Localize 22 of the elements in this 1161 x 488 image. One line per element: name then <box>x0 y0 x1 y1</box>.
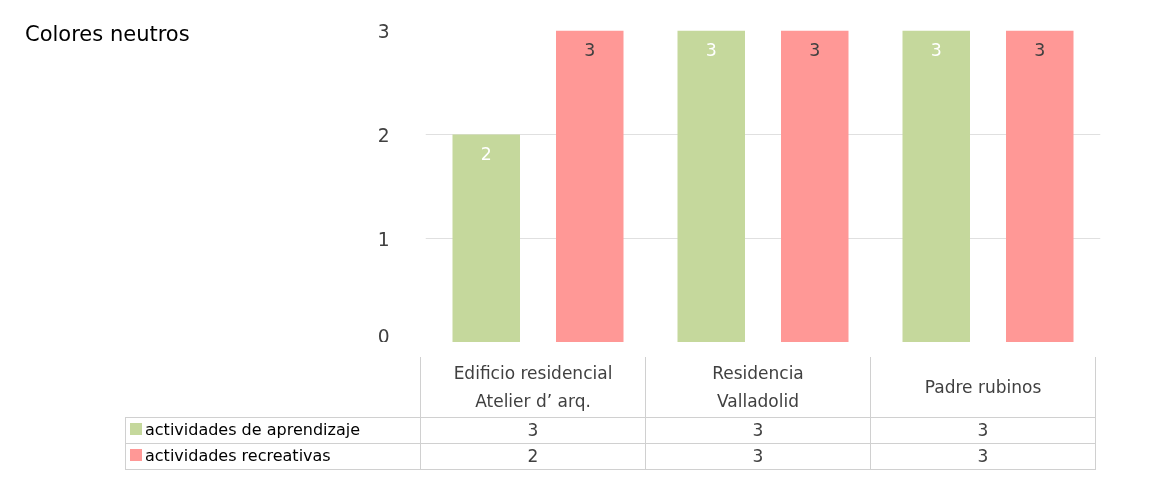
data-label: 3 <box>870 417 1096 443</box>
annotation: 3 <box>584 39 596 60</box>
y-tick-label: 1 <box>377 228 390 250</box>
annotation: 3 <box>809 39 821 60</box>
legend-label: actividades de aprendizaje <box>125 417 421 443</box>
data-label: 3 <box>870 443 1096 469</box>
data-label: 3 <box>645 417 871 443</box>
text: Colores neutros <box>25 21 190 48</box>
data-label: 3 <box>420 417 646 443</box>
legend-label: actividades recreativas <box>125 443 421 469</box>
data-label: 3 <box>645 443 871 469</box>
x-tick-label: Edificio residencial Atelier d’ arq. <box>420 357 646 417</box>
annotation: 3 <box>930 39 942 60</box>
data-label: 2 <box>420 443 646 469</box>
y-tick-label: 2 <box>377 124 390 146</box>
x-tick-label: Padre rubinos <box>870 357 1096 417</box>
x-tick-label: Residencia Valladolid <box>645 357 871 417</box>
annotation: 3 <box>1034 39 1046 60</box>
annotation: 3 <box>705 39 717 60</box>
annotation: 2 <box>480 143 492 164</box>
y-tick-label: 0 <box>377 325 390 347</box>
y-tick-label: 3 <box>377 20 390 42</box>
